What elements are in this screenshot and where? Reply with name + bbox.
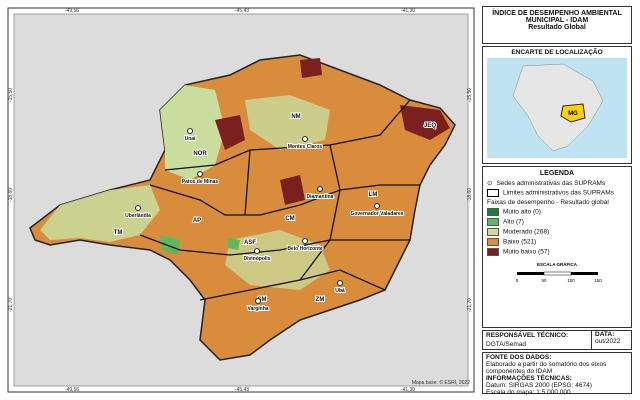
seat-marker [255, 298, 261, 304]
responsible-box: RESPONSÁVEL TÉCNICO: DGTA/Semad DATA: ou… [482, 330, 632, 350]
title-box: ÍNDICE DE DESEMPENHO AMBIENTAL MUNICIPAL… [482, 6, 632, 44]
state [29, 54, 456, 361]
place-label: NM [291, 114, 300, 120]
legend-item: Alto (7) [487, 218, 627, 226]
inset-label: MG [568, 111, 578, 117]
legend-item: Muito baixo (57) [487, 248, 627, 256]
map-credit: Mapa base: © ESRI, 2022 [412, 379, 470, 386]
place-label: CM [285, 216, 294, 222]
legend-item: Moderado (268) [487, 228, 627, 236]
place-label: NOR [193, 151, 207, 157]
coord-label: -18,60 [8, 188, 14, 202]
label: DATA: [595, 331, 615, 338]
subtitle: Resultado Global [528, 24, 586, 31]
legend-box: LEGENDA ⊙ Sedes administrativas das SUPRA… [482, 166, 632, 328]
place-label: Diamantina [307, 194, 334, 200]
value: out/2022 [595, 338, 621, 345]
label: INFORMAÇÕES TÉCNICAS: [486, 375, 572, 382]
place-label: Ubá [335, 288, 345, 294]
legend-text: Sedes administrativas das SUPRAMs [496, 180, 606, 187]
seat-marker [337, 280, 343, 286]
scale-bar: ESCALA GRÁFICA 0 50 100 150 [516, 261, 603, 283]
legend-item: Muito alto (0) [487, 208, 627, 216]
scale-tick-label: 100 [567, 278, 575, 283]
seat-marker [374, 203, 380, 209]
place-label: SM [258, 297, 267, 303]
side-panel: ÍNDICE DE DESEMPENHO AMBIENTAL MUNICIPAL… [482, 6, 632, 396]
legend-text: Alto (7) [503, 218, 524, 226]
date-cell: DATA: out/2022 [591, 331, 620, 349]
coord-label: -15,50 [467, 88, 473, 102]
legend-text: Baixo (521) [503, 238, 537, 246]
seat-marker [187, 128, 193, 134]
legend-classes-title: Faixas de desempenho - Resultado global [487, 199, 609, 206]
coord-label: -49,56 [65, 8, 79, 14]
value: DGTA/Semad [486, 341, 526, 348]
coord-label: -21,70 [467, 298, 473, 312]
coord-label: -41,30 [401, 8, 415, 14]
place-label: ASF [244, 240, 256, 246]
title: ÍNDICE DE DESEMPENHO AMBIENTAL MUNICIPAL… [492, 10, 622, 24]
place-label: TM [114, 230, 123, 236]
legend-title: LEGENDA [539, 170, 575, 177]
place-label: Montes Claros [288, 144, 323, 150]
coord-label: -45,43 [235, 8, 249, 14]
place-label: Belo Horizonte [287, 246, 322, 252]
place-label: AP [193, 218, 201, 224]
seat-marker [197, 171, 203, 177]
value: Datum: SIRGAS 2000 (EPSG: 4674) [486, 382, 592, 389]
scale-tick-label: 0 [516, 278, 519, 283]
place-label: Varginha [247, 306, 268, 312]
seat-marker [317, 186, 323, 192]
inset-title: ENCARTE DE LOCALIZAÇÃO [511, 49, 603, 56]
label: FONTE DOS DADOS: [486, 354, 552, 361]
legend-text: Limites administrativos das SUPRAMs [503, 189, 614, 197]
coord-label: -18,60 [467, 188, 473, 202]
coord-label: -45,43 [235, 387, 249, 393]
coord-label: -49,56 [65, 387, 79, 393]
seat-marker [135, 205, 141, 211]
place-label: Patos de Minas [182, 179, 219, 185]
legend-text: Muito alto (0) [503, 208, 541, 216]
place-label: Governador Valadares [350, 211, 403, 217]
legend-symbol: Limites administrativos das SUPRAMs [487, 189, 627, 197]
value: Escala do mapa: 1:5.000.000 [486, 389, 571, 396]
scale-tick-label: 50 [541, 278, 547, 283]
coord-label: -15,50 [8, 88, 14, 102]
inset-box: ENCARTE DE LOCALIZAÇÃO MG [482, 46, 632, 164]
seat-marker [302, 136, 308, 142]
seat-marker [254, 248, 260, 254]
place-label: JEQ [424, 123, 436, 129]
coord-label: -21,70 [8, 298, 14, 312]
scale-tick-label: 150 [594, 278, 602, 283]
place-label: LM [369, 192, 378, 198]
place-label: Unaí [185, 136, 196, 142]
info-box: FONTE DOS DADOS: Elaborado a partir do s… [482, 352, 632, 396]
inset-map: MG [487, 58, 627, 158]
legend-item: Baixo (521) [487, 238, 627, 246]
map-frame: -49,56 -45,43 -41,30 -49,56 -45,43 -41,30 -15,… [7, 7, 475, 393]
legend-text: Moderado (268) [503, 228, 550, 236]
coord-label: -41,30 [401, 387, 415, 393]
value: Elaborado a partir do somatório dos eixo… [486, 361, 607, 375]
legend-symbol: ⊙ Sedes administrativas das SUPRAMs [487, 180, 606, 187]
place-label: Divinópolis [244, 256, 271, 262]
place-label: ZM [316, 297, 325, 303]
seat-marker [302, 238, 308, 244]
label: RESPONSÁVEL TÉCNICO: [486, 332, 569, 339]
legend-text: Muito baixo (57) [503, 248, 550, 256]
place-label: Uberlândia [125, 213, 151, 219]
scale-title: ESCALA GRÁFICA [537, 261, 578, 267]
